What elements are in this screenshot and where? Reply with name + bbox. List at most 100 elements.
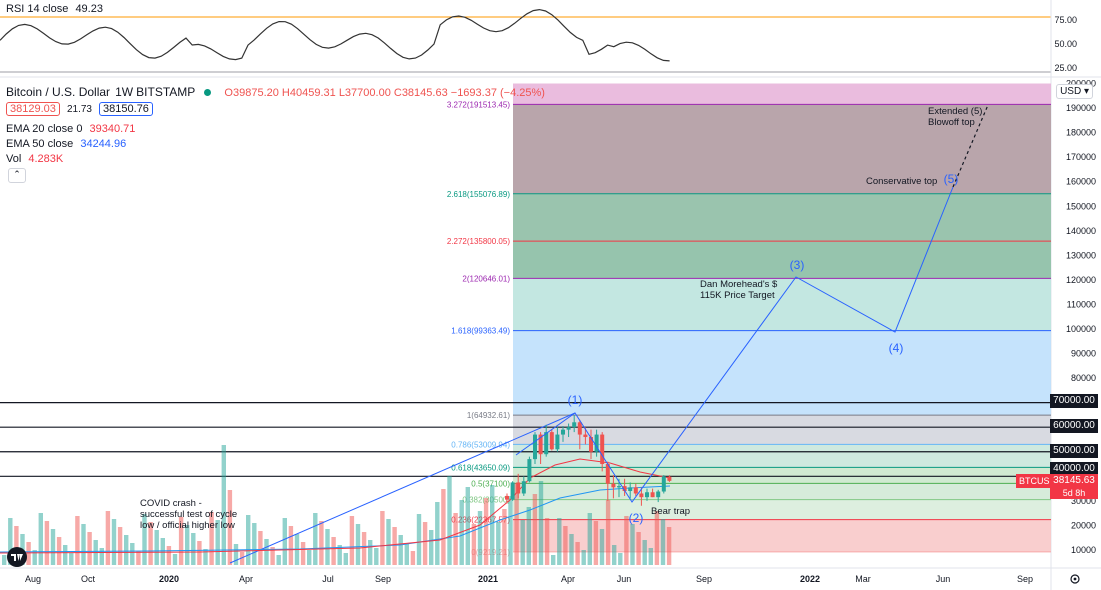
time-axis-tick: Oct bbox=[81, 574, 96, 584]
volume-bar bbox=[69, 553, 74, 565]
volume-bar bbox=[654, 511, 660, 565]
bid-button[interactable]: 38129.03 bbox=[6, 102, 60, 116]
volume-bar bbox=[526, 507, 531, 565]
price-axis-tick: 90000 bbox=[1071, 349, 1096, 359]
price-axis-tick: 120000 bbox=[1066, 275, 1096, 285]
volume-bar bbox=[355, 524, 361, 565]
candle-body bbox=[605, 464, 610, 484]
volume-bar bbox=[490, 485, 495, 565]
candle-body bbox=[533, 434, 537, 460]
price-axis-tick: 80000 bbox=[1071, 373, 1096, 383]
volume-bar bbox=[130, 543, 135, 565]
candle-body bbox=[572, 422, 577, 428]
collapse-legend-button[interactable]: ⌃ bbox=[8, 168, 26, 183]
fib-zone bbox=[513, 444, 1051, 468]
settings-gear-icon[interactable] bbox=[1070, 574, 1080, 584]
time-axis-tick: 2020 bbox=[159, 574, 179, 584]
ema50-legend: EMA 50 close 34244.96 bbox=[6, 138, 126, 150]
volume-bar bbox=[148, 522, 153, 565]
price-axis[interactable]: 1000020000300004000050000600007000080000… bbox=[1066, 79, 1096, 555]
candle-body bbox=[521, 481, 526, 494]
rsi-axis-tick: 50.00 bbox=[1054, 39, 1077, 49]
time-axis-tick: Apr bbox=[561, 574, 575, 584]
interval[interactable]: 1W bbox=[115, 85, 134, 99]
fib-zone bbox=[513, 499, 1051, 520]
fib-level-label: 2.618(155076.89) bbox=[447, 190, 511, 199]
volume-bar bbox=[477, 511, 483, 565]
volume-bar bbox=[154, 530, 159, 565]
time-axis-tick: 2022 bbox=[800, 574, 820, 584]
fib-zone bbox=[513, 278, 1051, 331]
rsi-label: RSI 14 close bbox=[6, 3, 69, 15]
volume-bar bbox=[276, 555, 281, 565]
volume-bar bbox=[203, 549, 208, 565]
volume-bar bbox=[270, 547, 275, 565]
time-axis[interactable]: Aug Oct 2020 Apr Jul Sep 2021 Apr Jun Sep 2022 Mar J… bbox=[25, 574, 1033, 584]
volume-bar bbox=[288, 526, 294, 565]
price-axis-tick: 30000 bbox=[1071, 496, 1096, 506]
volume-bar bbox=[361, 532, 367, 565]
volume-bar bbox=[496, 522, 501, 565]
level-tag-50000: 50000.00 bbox=[1050, 444, 1098, 458]
volume-bar bbox=[532, 494, 538, 565]
volume-bar bbox=[538, 481, 544, 565]
time-axis-tick: 2021 bbox=[478, 574, 498, 584]
candle-body bbox=[589, 437, 593, 452]
blowoff-projection bbox=[952, 104, 989, 188]
volume-bar bbox=[581, 550, 586, 565]
volume-bar bbox=[185, 525, 190, 565]
fib-level-label: 0.5(37100) bbox=[471, 479, 510, 488]
volume-bar bbox=[50, 529, 56, 565]
candle-body bbox=[555, 434, 560, 450]
rsi-value: 49.23 bbox=[75, 3, 103, 15]
fib-level-label: 2(120646.01) bbox=[462, 274, 510, 283]
volume-bar bbox=[252, 523, 257, 565]
volume-bar bbox=[105, 511, 111, 565]
volume-bar bbox=[75, 516, 80, 565]
candle-body bbox=[617, 486, 621, 488]
candle-body bbox=[577, 422, 582, 435]
currency-selector[interactable]: USD ▾ bbox=[1056, 84, 1093, 99]
volume-bar bbox=[221, 445, 226, 565]
time-axis-tick: Jun bbox=[936, 574, 951, 584]
fib-zone bbox=[513, 415, 1051, 445]
ema-50-line bbox=[0, 485, 671, 553]
time-axis-tick: Jul bbox=[322, 574, 334, 584]
candle-body bbox=[639, 493, 644, 498]
price-axis-tick: 180000 bbox=[1066, 128, 1096, 138]
ask-button[interactable]: 38150.76 bbox=[99, 102, 153, 116]
candle-body bbox=[656, 491, 661, 498]
volume-bar bbox=[26, 542, 31, 565]
volume-bar bbox=[81, 524, 86, 565]
level-tag-70000: 70000.00 bbox=[1050, 394, 1098, 408]
wave-label: (1) bbox=[568, 393, 583, 407]
time-axis-tick: Jun bbox=[617, 574, 632, 584]
chevron-down-icon: ▾ bbox=[1083, 86, 1089, 97]
volume-bar bbox=[599, 529, 605, 565]
ohlc-change: −1693.37 (−4.25%) bbox=[450, 87, 545, 99]
volume-bar bbox=[374, 548, 379, 565]
wave-labels: (1) (2) (3) (4) (5) bbox=[568, 172, 959, 525]
volume-bar bbox=[209, 512, 214, 565]
volume-bar bbox=[319, 521, 324, 565]
annotation-blowoff-top: Extended (5) Blowoff top bbox=[928, 106, 982, 128]
volume-bars bbox=[2, 445, 672, 565]
ema20-value: 39340.71 bbox=[89, 123, 136, 135]
volume-label: Vol bbox=[6, 153, 22, 165]
ohlc-close: C38145.63 bbox=[393, 87, 448, 99]
symbol-price-label: BTCUSD bbox=[1016, 474, 1060, 488]
volume-bar bbox=[307, 550, 312, 565]
volume-bar bbox=[197, 541, 202, 565]
candle-body bbox=[566, 427, 571, 430]
volume-bar bbox=[160, 538, 165, 565]
volume-bar bbox=[282, 518, 287, 565]
candle-body bbox=[611, 483, 616, 488]
volume-bar bbox=[325, 529, 330, 565]
candle-body bbox=[561, 429, 565, 435]
volume-bar bbox=[349, 516, 355, 565]
volume-bar bbox=[557, 518, 562, 565]
price-axis-tick: 130000 bbox=[1066, 250, 1096, 260]
symbol-title[interactable]: Bitcoin / U.S. Dollar bbox=[6, 85, 111, 99]
volume-bar bbox=[605, 500, 611, 565]
